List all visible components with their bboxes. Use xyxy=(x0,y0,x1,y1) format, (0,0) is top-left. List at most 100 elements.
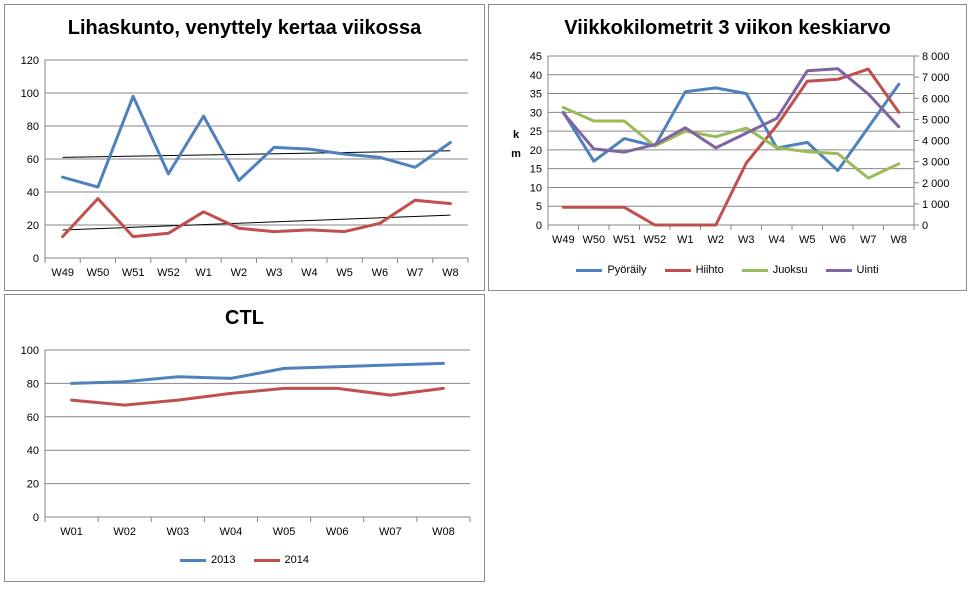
x-tick-label: W6 xyxy=(372,267,389,279)
x-tick-label: W52 xyxy=(157,267,180,279)
y-tick-label: 15 xyxy=(530,164,542,176)
y-tick-label: 40 xyxy=(27,187,39,199)
chart-title: CTL xyxy=(225,307,264,329)
series-line xyxy=(70,361,445,385)
y-tick-label: 100 xyxy=(21,88,39,100)
legend-swatch xyxy=(825,268,852,272)
trendline xyxy=(62,214,451,231)
y2-tick-label: 3 000 xyxy=(922,157,950,169)
x-tick-label: W2 xyxy=(231,267,248,279)
y2-tick-label: 0 xyxy=(922,220,928,232)
legend-label: 2013 xyxy=(211,554,236,566)
legend-swatch xyxy=(664,268,691,272)
series-line xyxy=(561,67,901,154)
legend-label: Hiihto xyxy=(695,264,724,276)
chart-ctl: 0 20 40 60 80 100 W01 W02 W03 W04 W05 W06 W07 W08 xyxy=(21,345,471,538)
legend-item: 2014 xyxy=(253,554,309,566)
y2-tick-label: 7 000 xyxy=(922,72,950,84)
chart-panel-lihaskunto: Lihaskunto, venyttely kertaa viikossa 0 2… xyxy=(4,4,485,291)
series-line xyxy=(561,82,901,172)
y-tick-label: 100 xyxy=(21,345,39,357)
chart-lihaskunto: 0 20 40 60 80 100 120 W49 W50 W51 W52 W1 W2 W3 W4 W5 W6 W… xyxy=(21,55,469,279)
y2-tick-label: 4 000 xyxy=(922,136,950,148)
y-axis-label: m xyxy=(511,148,521,160)
legend-item: Uinti xyxy=(825,264,879,276)
x-tick-label: W1 xyxy=(677,234,694,246)
legend-label: Pyöräily xyxy=(607,264,647,276)
series-line xyxy=(61,94,452,189)
x-tick-label: W52 xyxy=(643,234,666,246)
legend-swatch xyxy=(576,268,603,272)
x-tick-label: W1 xyxy=(195,267,212,279)
x-tick-label: W8 xyxy=(891,234,908,246)
series-line xyxy=(561,67,901,227)
legend-item: Hiihto xyxy=(664,264,724,276)
y-axis-label: k xyxy=(513,129,520,141)
y2-tick-label: 6 000 xyxy=(922,93,950,105)
y-tick-label: 5 xyxy=(536,201,542,213)
chart-title: Viikkokilometrit 3 viikon keskiarvo xyxy=(564,17,891,39)
legend-item: Pyöräily xyxy=(576,264,647,276)
y-tick-label: 45 xyxy=(530,51,542,63)
y-tick-label: 80 xyxy=(27,378,39,390)
y-tick-label: 40 xyxy=(530,70,542,82)
y2-tick-label: 8 000 xyxy=(922,51,950,63)
x-tick-label: W51 xyxy=(122,267,145,279)
x-tick-label: W6 xyxy=(830,234,847,246)
x-tick-label: W8 xyxy=(442,267,459,279)
x-tick-label: W05 xyxy=(273,526,296,538)
y2-tick-label: 5 000 xyxy=(922,114,950,126)
legend-swatch xyxy=(180,558,207,562)
x-tick-label: W7 xyxy=(407,267,424,279)
x-tick-label: W06 xyxy=(326,526,349,538)
x-tick-label: W02 xyxy=(113,526,136,538)
y-tick-label: 80 xyxy=(27,121,39,133)
x-tick-label: W01 xyxy=(60,526,83,538)
y-tick-label: 20 xyxy=(530,145,542,157)
y-tick-label: 40 xyxy=(27,445,39,457)
y2-tick-label: 1 000 xyxy=(922,199,950,211)
y-tick-label: 60 xyxy=(27,412,39,424)
x-tick-label: W49 xyxy=(51,267,74,279)
trendline xyxy=(62,150,451,158)
legend-swatch xyxy=(253,558,280,562)
x-tick-label: W4 xyxy=(301,267,318,279)
y-tick-label: 0 xyxy=(536,220,542,232)
chart-panel-ctl: CTL 0 20 40 60 80 100 W01 W02 W03 W04 W05 W06 W07 W08… xyxy=(4,294,485,582)
chart-legend: Pyöräily Hiihto Juoksu Uinti xyxy=(489,264,966,276)
y-tick-label: 60 xyxy=(27,154,39,166)
y-tick-label: 30 xyxy=(530,107,542,119)
x-tick-label: W50 xyxy=(582,234,605,246)
x-tick-label: W7 xyxy=(860,234,877,246)
x-tick-label: W07 xyxy=(379,526,402,538)
series-line xyxy=(61,197,452,239)
y2-tick-label: 2 000 xyxy=(922,178,950,190)
x-tick-label: W50 xyxy=(87,267,110,279)
legend-swatch xyxy=(741,268,768,272)
x-tick-label: W04 xyxy=(220,526,243,538)
x-tick-label: W3 xyxy=(738,234,755,246)
y-tick-label: 0 xyxy=(33,253,39,265)
y-tick-label: 20 xyxy=(27,220,39,232)
x-tick-label: W4 xyxy=(769,234,786,246)
series-line xyxy=(561,106,901,180)
x-tick-label: W5 xyxy=(799,234,816,246)
y-tick-label: 120 xyxy=(21,55,39,67)
x-tick-label: W3 xyxy=(266,267,283,279)
legend-item: 2013 xyxy=(180,554,236,566)
x-tick-label: W49 xyxy=(552,234,575,246)
legend-label: 2014 xyxy=(284,554,309,566)
x-tick-label: W03 xyxy=(167,526,190,538)
legend-item: Juoksu xyxy=(741,264,808,276)
chart-title: Lihaskunto, venyttely kertaa viikossa xyxy=(67,17,422,39)
x-tick-label: W08 xyxy=(432,526,455,538)
y-tick-label: 10 xyxy=(530,182,542,194)
chart-legend: 2013 2014 xyxy=(5,554,484,566)
y-tick-label: 35 xyxy=(530,89,542,101)
legend-label: Juoksu xyxy=(772,264,808,276)
x-tick-label: W5 xyxy=(336,267,353,279)
y-tick-label: 0 xyxy=(33,512,39,524)
x-tick-label: W51 xyxy=(613,234,636,246)
series-line xyxy=(70,386,445,407)
